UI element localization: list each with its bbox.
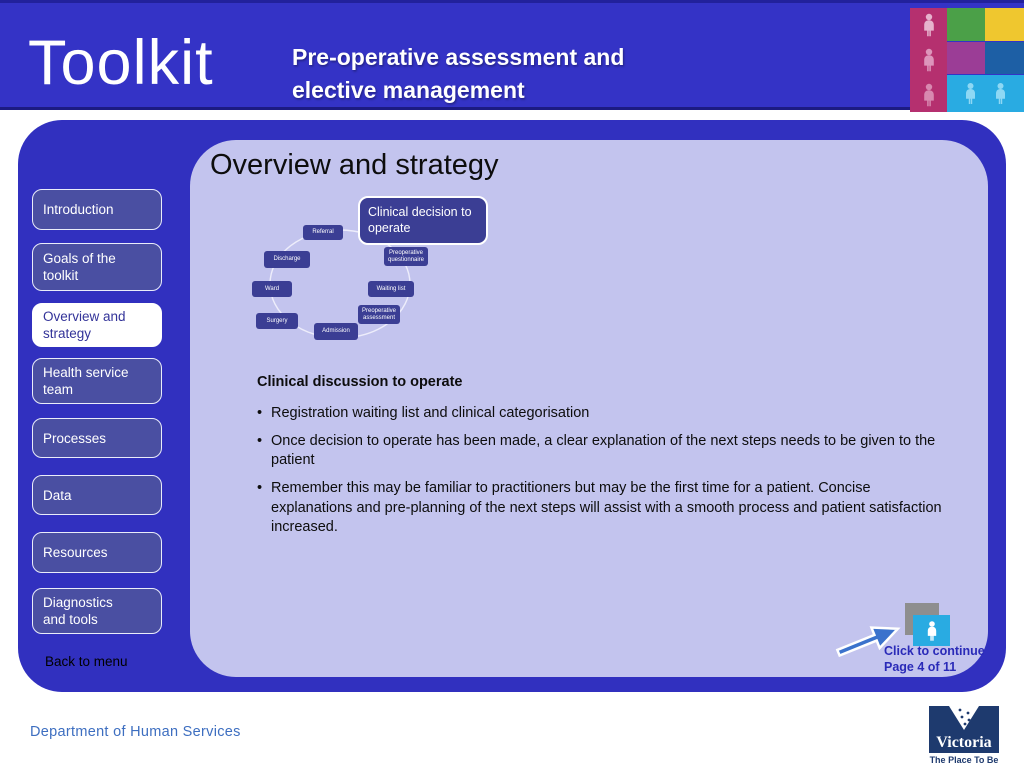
footer-department: Department of Human Services	[30, 724, 241, 740]
sidebar-item-health-service-team[interactable]: Health service team	[32, 358, 162, 404]
sidebar-item-label: Goals of the toolkit	[43, 251, 116, 283]
sidebar-item-label: Overview and strategy	[43, 309, 126, 341]
continue-label-line2: Page 4 of 11	[884, 659, 957, 674]
dhs-people-logo	[908, 8, 1024, 112]
sidebar-item-label: Introduction	[43, 202, 114, 217]
bullet-text: Remember this may be familiar to practit…	[271, 480, 942, 535]
diagram-node-admission: Admission	[314, 323, 358, 340]
person-icon	[927, 620, 936, 641]
victoria-logo-name: Victoria	[936, 734, 992, 751]
page-title: Overview and strategy	[210, 149, 499, 181]
brand-title: Toolkit	[28, 28, 214, 98]
body-heading: Clinical discussion to operate	[257, 374, 463, 390]
bullet-item: • Remember this may be familiar to pract…	[257, 479, 952, 536]
sidebar-item-diagnostics[interactable]: Diagnostics and tools	[32, 588, 162, 634]
logo-cell-magenta	[910, 8, 947, 112]
pointer-arrow-icon	[835, 626, 901, 658]
logo-cell-yellow	[985, 8, 1024, 41]
bullet-item: • Once decision to operate has been made…	[257, 432, 952, 470]
diagram-node-discharge: Discharge	[264, 251, 310, 268]
back-to-menu-link[interactable]: Back to menu	[45, 654, 128, 669]
sidebar-item-data[interactable]: Data	[32, 475, 162, 515]
sidebar-item-label: Health service team	[43, 365, 129, 397]
person-icon	[923, 48, 934, 72]
header-bar: Toolkit Pre-operative assessment and ele…	[0, 0, 1024, 112]
diagram-node-referral: Referral	[303, 225, 343, 240]
person-icon	[996, 83, 1006, 104]
diagram-node-preoperative-assessment: Preoperative assessment	[358, 305, 400, 324]
sidebar-item-label: Processes	[43, 430, 107, 446]
logo-cell-green	[947, 8, 985, 41]
slide-subtitle-line1: Pre-operative assessment and	[292, 44, 625, 70]
diagram-node-clinical-decision: Clinical decision to operate	[358, 196, 488, 245]
bullet-text: Registration waiting list and clinical c…	[271, 405, 590, 421]
continue-label-line1: Click to continue	[884, 644, 985, 658]
bullet-item: • Registration waiting list and clinical…	[257, 404, 952, 423]
sidebar-item-label: Data	[43, 487, 72, 503]
victoria-tagline: The Place To Be	[929, 755, 999, 765]
person-icon	[923, 14, 934, 37]
diagram-node-ward: Ward	[252, 281, 292, 297]
bullet-icon: •	[257, 405, 263, 421]
diagram-node-surgery: Surgery	[256, 313, 298, 329]
sidebar-item-label: Resources	[43, 545, 108, 560]
person-icon	[965, 83, 975, 104]
sidebar-item-introduction[interactable]: Introduction	[32, 189, 162, 230]
diagram-node-waiting-list: Waiting list	[368, 281, 414, 297]
sidebar-item-label: Diagnostics and tools	[43, 595, 113, 627]
body-text-block: Clinical discussion to operate • Registr…	[257, 374, 952, 546]
continue-button[interactable]	[913, 615, 950, 646]
sidebar-item-resources[interactable]: Resources	[32, 532, 162, 573]
logo-cell-purple	[947, 42, 985, 74]
slide-subtitle-line2: elective management	[292, 76, 525, 103]
bullet-text: Once decision to operate has been made, …	[271, 433, 936, 469]
bullet-icon: •	[257, 480, 263, 497]
victoria-logo: Victoria	[929, 706, 999, 753]
slide-subtitle: Pre-operative assessment and elective ma…	[292, 41, 624, 106]
logo-cell-blue	[985, 42, 1024, 74]
victoria-v-icon	[949, 706, 979, 730]
continue-label[interactable]: Click to continue Page 4 of 11	[884, 644, 1000, 675]
sidebar-item-overview-strategy[interactable]: Overview and strategy	[32, 303, 162, 347]
sidebar-item-goals[interactable]: Goals of the toolkit	[32, 243, 162, 291]
sidebar-item-processes[interactable]: Processes	[32, 418, 162, 458]
diagram-node-preoperative-questionnaire: Preoperative questionnaire	[384, 247, 428, 266]
bullet-icon: •	[257, 433, 263, 450]
person-icon	[923, 83, 934, 106]
logo-cell-cyan	[947, 75, 1024, 112]
